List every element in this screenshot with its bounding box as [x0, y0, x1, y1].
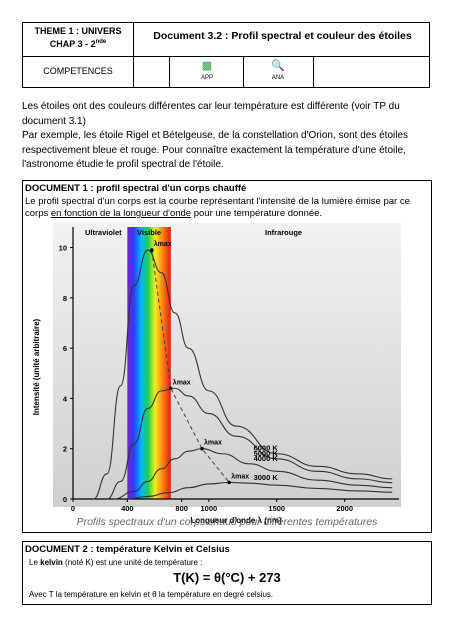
y-axis-label: Intensité (unité arbitraire) — [32, 318, 41, 415]
magnifier-icon: 🔍 — [271, 60, 285, 72]
peak-label: λmax — [231, 472, 249, 480]
document-2: DOCUMENT 2 : température Kelvin et Celsi… — [22, 541, 432, 605]
book-icon: ▩ — [201, 60, 213, 72]
spectral-chart: Ultraviolet Visible Infrarouge 0 400 800 1000… — [32, 223, 401, 528]
skill-label: APP — [200, 75, 213, 81]
theme-line1: THEME 1 : UNIVERS — [34, 26, 122, 36]
skill-divider — [313, 57, 314, 87]
region-label: Ultraviolet — [85, 228, 122, 237]
document-title: Document 3.2 : Profil spectral et couleu… — [153, 30, 412, 42]
y-tick-label: 2 — [63, 445, 67, 454]
skill-app: ▩ APP — [177, 59, 237, 81]
chart-caption: Profils spectraux d'un corps chaud pour … — [77, 516, 379, 528]
theme-line2: CHAP 3 - 2nde — [49, 39, 107, 49]
visible-band — [127, 227, 171, 499]
intro-paragraph: Par exemple, les étoile Rigel et Bételge… — [22, 130, 409, 170]
skill-label: ANA — [271, 75, 285, 81]
intro-paragraph: Les étoiles ont des couleurs différentes… — [22, 101, 400, 127]
peak-marker — [169, 386, 173, 391]
spectral-curve — [106, 387, 393, 500]
x-tick-label: 1000 — [200, 504, 217, 513]
series-label: 5000 K — [254, 449, 279, 458]
peak-label: λmax — [154, 240, 172, 248]
x-tick-label: 2000 — [336, 504, 353, 513]
header-table: THEME 1 : UNIVERS CHAP 3 - 2nde COMPETEN… — [22, 22, 430, 88]
intro-text: Les étoiles ont des couleurs différentes… — [22, 100, 432, 173]
skill-divider — [169, 57, 170, 87]
theme-label: THEME 1 : UNIVERS CHAP 3 - 2nde — [23, 26, 133, 50]
x-tick-label: 0 — [71, 504, 75, 513]
kelvin-formula: T(K) = θ(°C) + 273 — [173, 570, 281, 585]
y-tick-label: 4 — [63, 394, 68, 403]
x-tick-label: 400 — [121, 504, 134, 513]
doc2-definition: Le kelvin (noté K) est une unité de temp… — [29, 558, 203, 567]
peak-marker — [149, 248, 154, 252]
doc2-heading: DOCUMENT 2 : température Kelvin et Celsi… — [25, 544, 230, 555]
competences-label: COMPETENCES — [43, 66, 113, 76]
header-divider — [23, 56, 133, 57]
y-tick-label: 10 — [59, 244, 67, 253]
peak-label: λmax — [204, 439, 222, 447]
peak-marker — [227, 480, 232, 485]
doc2-explanation: Avec T la température en kelvin et θ la … — [29, 590, 274, 599]
series-label: 3000 K — [254, 473, 279, 482]
header-divider — [133, 56, 430, 57]
skill-ana: 🔍 ANA — [248, 59, 308, 81]
series-label: 6000 K — [254, 444, 279, 453]
x-axis-label: Longueur d'onde λ (nm) — [190, 516, 282, 525]
y-tick-label: 8 — [63, 294, 67, 303]
peak-label: λmax — [173, 378, 191, 386]
doc1-heading: DOCUMENT 1 : profil spectral d'un corps … — [25, 183, 247, 194]
series-label: 4000 K — [254, 454, 279, 463]
spectral-curve — [93, 249, 393, 500]
y-tick-label: 6 — [63, 344, 67, 353]
region-label: Infrarouge — [265, 228, 302, 237]
document-1: DOCUMENT 1 : profil spectral d'un corps … — [22, 180, 432, 533]
peak-marker — [200, 446, 204, 451]
x-tick-label: 800 — [175, 504, 188, 513]
doc1-text: Le profil spectral d'un corps est la cou… — [25, 196, 410, 219]
chart-background — [53, 223, 401, 507]
y-tick-label: 0 — [63, 495, 67, 504]
header-divider — [133, 23, 134, 87]
skill-divider — [243, 57, 244, 87]
x-tick-label: 1500 — [268, 504, 285, 513]
region-label: Visible — [137, 228, 161, 237]
